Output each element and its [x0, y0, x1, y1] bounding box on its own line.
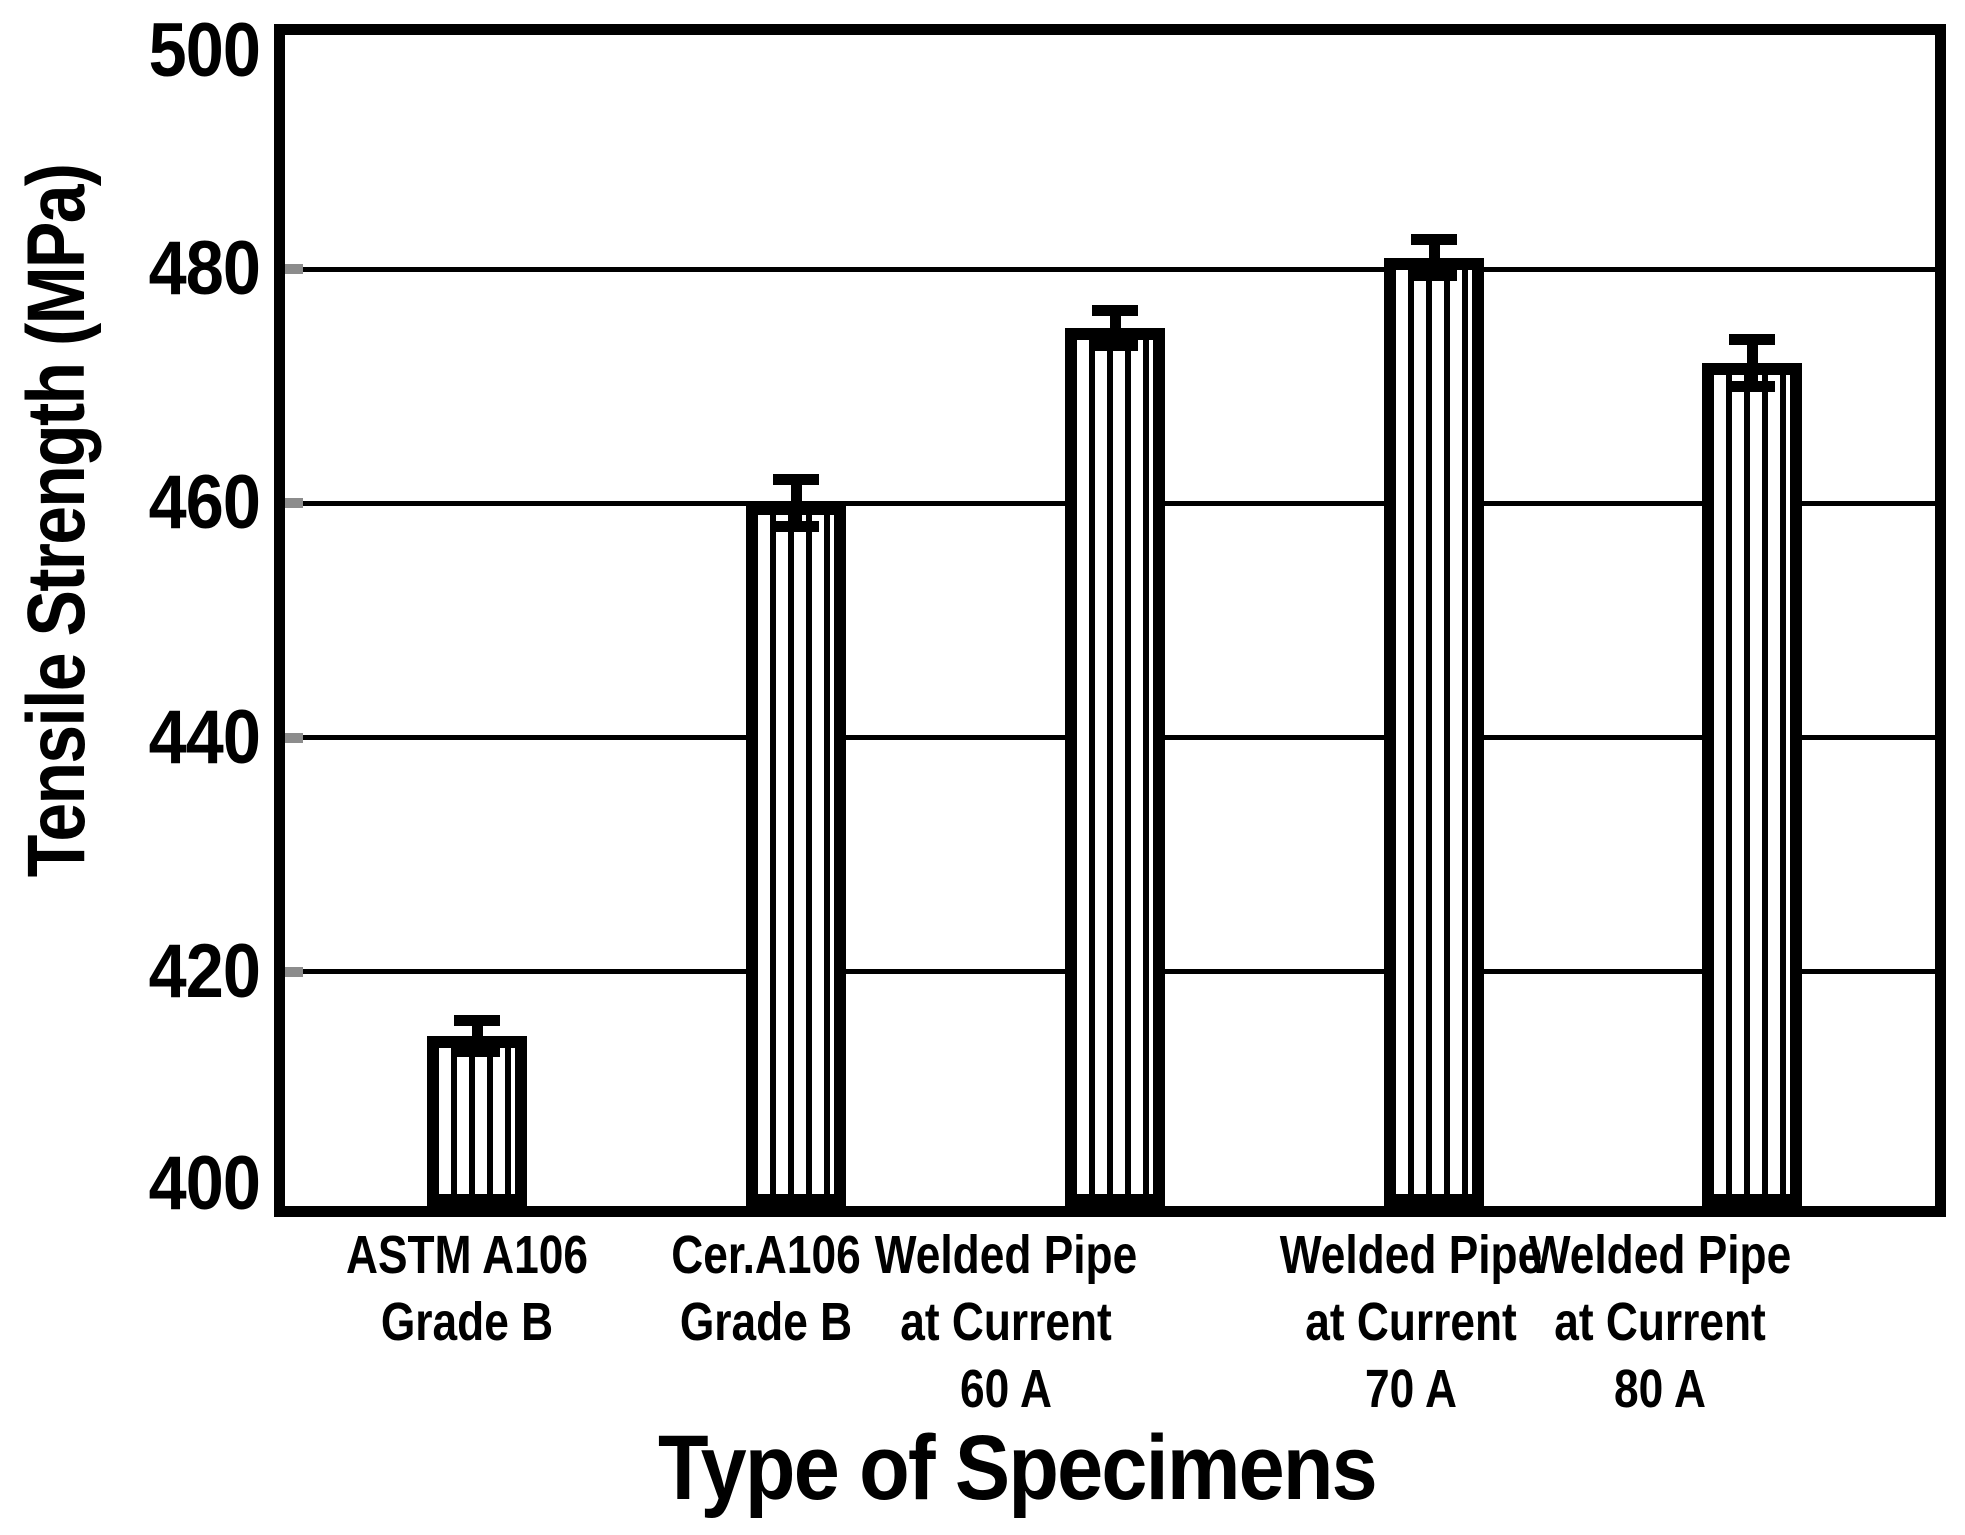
- x-category-label-line: Grade B: [380, 1292, 554, 1352]
- error-bar-cap-bottom: [773, 521, 819, 533]
- error-bar: [1428, 239, 1440, 276]
- error-bar: [790, 479, 802, 527]
- y-tick-label: 400: [148, 1141, 261, 1226]
- x-category-label: Welded Pipe at Current 60 A: [793, 1222, 1219, 1423]
- y-tick-label: 500: [148, 8, 261, 93]
- x-category-label-line: 80 A: [1614, 1359, 1706, 1419]
- error-bar-cap-bottom: [1411, 269, 1457, 281]
- y-tick-label: 460: [148, 460, 261, 546]
- x-category-label-line: 60 A: [960, 1359, 1052, 1419]
- bar: [1384, 257, 1484, 1206]
- plot-area: [274, 24, 1946, 1217]
- x-category-label-line: Welded Pipe: [1279, 1225, 1543, 1285]
- error-bar-cap-top: [454, 1015, 500, 1027]
- x-category-label: Welded Pipe at Current 80 A: [1447, 1222, 1873, 1423]
- x-category-label-line: Welded Pipe: [874, 1225, 1138, 1285]
- error-bar: [1746, 339, 1758, 387]
- y-axis-tick: [285, 966, 303, 977]
- gridline: [285, 266, 1935, 272]
- x-category-label-line: at Current: [1305, 1292, 1517, 1352]
- y-axis-tick: [285, 732, 303, 743]
- x-category-label-line: Cer.A106: [671, 1225, 861, 1285]
- x-category-label-line: at Current: [900, 1292, 1112, 1352]
- x-category-label: Welded Pipe at Current 70 A: [1198, 1222, 1624, 1423]
- x-category-label-line: Grade B: [679, 1292, 853, 1352]
- y-tick-label: 480: [148, 226, 261, 312]
- x-category-label: ASTM A106 Grade B: [254, 1222, 680, 1356]
- x-category-label: Cer.A106 Grade B: [553, 1222, 979, 1356]
- y-axis-tick: [285, 498, 303, 509]
- x-category-label-line: at Current: [1554, 1292, 1766, 1352]
- bar: [427, 1036, 527, 1206]
- y-tick-label: 440: [148, 694, 261, 780]
- bar: [746, 503, 846, 1206]
- error-bar-cap-top: [1411, 234, 1457, 246]
- bar: [1065, 327, 1165, 1206]
- bar: [1702, 362, 1802, 1206]
- y-tick-label: 420: [148, 928, 261, 1014]
- y-axis-tick: [285, 264, 303, 275]
- error-bar: [471, 1020, 483, 1052]
- error-bar-cap-bottom: [454, 1045, 500, 1057]
- error-bar: [1109, 310, 1121, 346]
- x-axis-title: Type of Specimens: [658, 1417, 1378, 1519]
- x-category-label-line: ASTM A106: [346, 1225, 588, 1285]
- error-bar-cap-bottom: [1092, 339, 1138, 351]
- x-category-label-line: Welded Pipe: [1528, 1225, 1792, 1285]
- x-category-label-line: 70 A: [1365, 1359, 1457, 1419]
- error-bar-cap-top: [1729, 333, 1775, 345]
- error-bar-cap-top: [773, 474, 819, 486]
- error-bar-cap-top: [1092, 304, 1138, 316]
- error-bar-cap-bottom: [1729, 380, 1775, 392]
